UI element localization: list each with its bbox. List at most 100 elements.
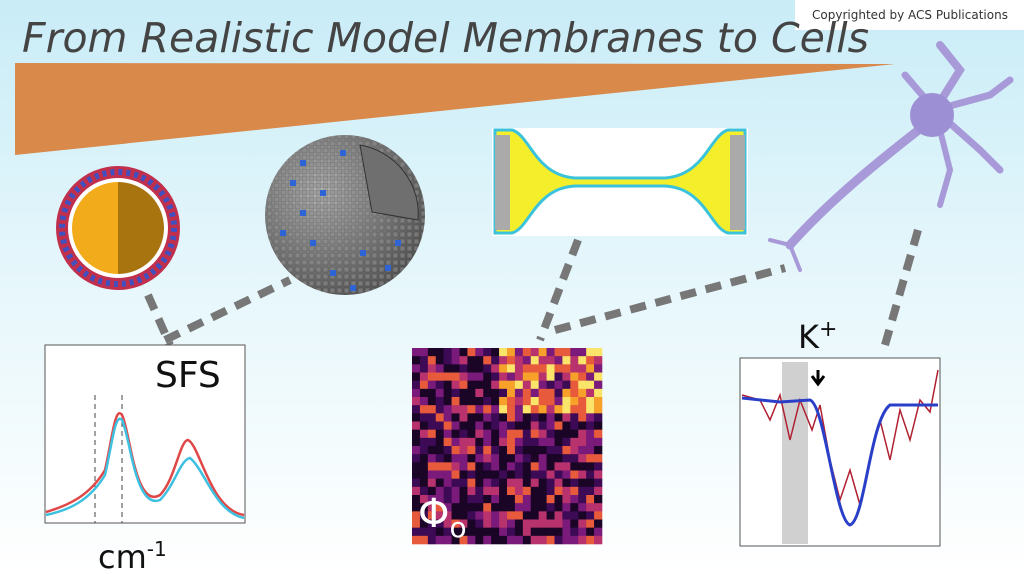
heat-cell [514,495,524,504]
heat-cell [594,380,603,390]
heat-cell [443,454,452,463]
heat-cell [443,437,452,447]
heat-cell [570,388,579,398]
heat-cell [522,470,532,479]
heat-cell [467,454,476,463]
heat-cell [546,519,555,528]
heat-cell [483,486,492,496]
heat-cell [499,527,508,537]
heat-cell [578,397,587,406]
heat-cell [530,511,539,520]
heat-cell [499,511,508,520]
heat-cell [578,470,587,479]
heat-cell [459,511,468,520]
heat-cell [546,413,555,422]
heat-cell [491,397,500,406]
heat-cell [427,486,437,496]
heat-cell [546,364,555,373]
heat-cell [412,519,421,528]
heat-cell [562,527,571,537]
heat-cell [546,495,555,504]
heat-cell [483,527,492,537]
heat-cell [491,421,500,430]
heat-cell [578,380,587,390]
heat-cell [459,437,468,447]
heat-cell [459,527,468,537]
heat-cell [459,470,468,479]
heat-cell [586,486,595,496]
heat-cell [522,511,532,520]
heat-cell [586,380,595,390]
heat-cell [483,503,492,512]
heat-cell [419,405,429,414]
heat-cell [530,413,539,422]
heat-cell [554,503,563,512]
heat-cell [451,462,460,471]
heat-cell [546,348,555,357]
heat-cell [419,437,429,447]
heat-cell [507,405,516,414]
heat-cell [586,372,595,381]
heat-cell [554,348,563,357]
heat-cell [467,437,476,447]
heat-cell [419,535,429,545]
heat-cell [530,503,539,512]
heat-cell [570,348,579,357]
heat-cell [435,462,444,471]
heat-cell [507,372,516,381]
heat-cell [459,380,468,390]
heat-cell [538,454,547,463]
heat-cell [427,470,437,479]
heat-cell [451,437,460,447]
heat-cell [522,364,532,373]
heat-cell [554,462,563,471]
heat-cell [451,535,460,545]
heat-cell [491,519,500,528]
heat-cell [546,527,555,537]
heat-cell [419,454,429,463]
heat-cell [491,380,500,390]
heat-cell [459,356,468,365]
heat-cell [443,388,452,398]
heat-cell [546,511,555,520]
heat-cell [451,486,460,496]
heat-cell [475,397,484,406]
heat-cell [522,380,532,390]
heat-cell [514,454,524,463]
heat-cell [570,437,579,447]
heat-cell [554,495,563,504]
heat-cell [570,470,579,479]
heat-cell [522,413,532,422]
heat-cell [491,535,500,545]
heat-cell [443,503,452,512]
heat-cell [507,356,516,365]
heat-cell [578,421,587,430]
heat-cell [554,446,563,455]
heat-cell [419,429,429,439]
heat-cell [427,413,437,422]
heat-cell [570,421,579,430]
heat-cell [412,495,421,504]
heat-cell [499,413,508,422]
heat-cell [507,495,516,504]
heat-cell [419,421,429,430]
heat-cell [538,495,547,504]
heat-cell [427,372,437,381]
heatmap [412,348,603,545]
heat-cell [483,372,492,381]
heat-cell [522,527,532,537]
heat-cell [507,486,516,496]
axis-label-base: cm [98,538,147,574]
heat-cell [443,519,452,528]
heat-cell [427,535,437,545]
heat-cell [491,470,500,479]
heat-cell [491,462,500,471]
heat-cell [475,454,484,463]
heat-cell [483,437,492,447]
heat-cell [578,348,587,357]
heat-cell [507,388,516,398]
heat-cell [538,348,547,357]
heat-cell [570,429,579,439]
